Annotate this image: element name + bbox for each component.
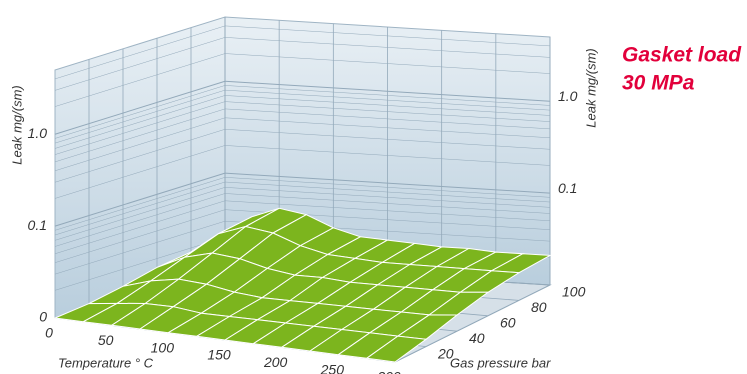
minor-grid-line [54,101,226,155]
minor-grid-line [54,129,226,183]
y-tick-label: 100 [562,284,586,300]
grid-line [394,284,551,363]
minor-grid-line [54,200,226,255]
minor-grid-line [54,25,226,80]
minor-grid-line [54,237,226,291]
z-tick-label: 0.1 [28,217,47,233]
z-axis-title: Leak mg/(sm) [583,48,598,127]
grid-line [54,172,226,227]
z-tick-label: 1.0 [558,88,578,104]
y-tick-label: 60 [500,315,516,331]
y-tick-label: 80 [531,299,547,315]
minor-grid-line [54,95,226,149]
labels: Gasket load 30 MPa Temperature ° C Gas p… [9,44,742,374]
minor-grid-line [54,193,226,247]
y-tick-label: 40 [469,330,485,346]
minor-grid-line [54,108,226,163]
title-line: Gasket load [622,44,742,67]
x-axis-title: Temperature ° C [58,355,154,370]
z-tick-label: 0.1 [558,180,577,196]
minor-grid-line [54,117,226,172]
x-tick-label: 0 [45,325,53,341]
minor-grid-line [54,85,226,139]
x-tick-label: 150 [207,347,231,363]
x-tick-label: 50 [98,332,114,348]
minor-grid-line [54,145,226,199]
x-tick-label: 200 [263,354,288,370]
minor-grid-line [54,187,226,241]
z-tick-label: 0 [39,309,47,325]
x-tick-label: 250 [320,361,345,374]
minor-grid-line [54,209,226,263]
minor-grid-line [54,37,226,91]
minor-grid-line [54,220,226,275]
minor-grid-line [54,89,226,144]
x-tick-label: 300 [377,369,401,374]
y-tick-label: 20 [437,345,454,361]
minor-grid-line [54,53,226,107]
surface-cell [365,335,428,363]
grid-line [54,80,226,135]
title-line: 30 MPa [622,72,695,95]
surface [53,207,552,363]
z-tick-label: 1.0 [28,125,48,141]
minor-grid-line [54,177,226,231]
x-tick-label: 100 [151,339,175,355]
z-axis-title: Leak mg/(sm) [9,85,24,164]
minor-grid-line [54,181,226,236]
y-axis-title: Gas pressure bar [450,355,551,370]
